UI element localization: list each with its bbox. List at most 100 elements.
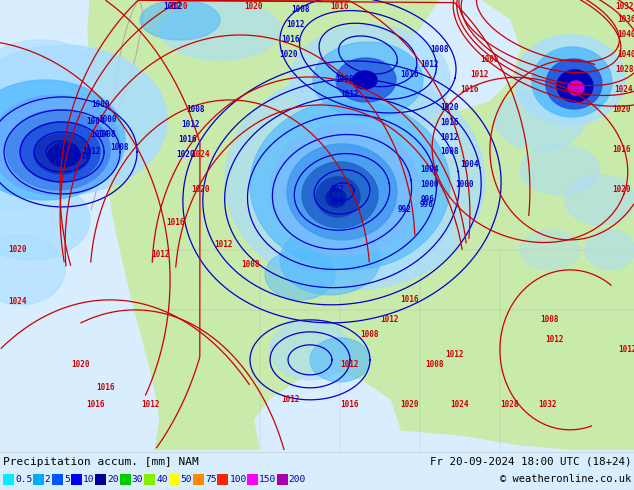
Text: 1024: 1024 [191, 150, 209, 159]
Text: 1000: 1000 [421, 180, 439, 190]
Polygon shape [316, 177, 360, 217]
Text: 1020: 1020 [169, 2, 187, 11]
Bar [3, 474, 14, 486]
Polygon shape [0, 95, 120, 195]
Text: 1020: 1020 [176, 150, 194, 159]
Polygon shape [6, 110, 110, 190]
Text: 40: 40 [156, 475, 168, 485]
Bar [95, 474, 107, 486]
Text: 30: 30 [132, 475, 143, 485]
Bar [276, 474, 288, 486]
Text: 1008: 1008 [430, 46, 448, 54]
Text: 1004: 1004 [86, 118, 105, 126]
Polygon shape [0, 180, 90, 260]
Polygon shape [20, 122, 100, 182]
Polygon shape [568, 81, 584, 95]
Polygon shape [520, 145, 600, 195]
Text: 1016: 1016 [612, 146, 630, 154]
Polygon shape [265, 250, 335, 300]
Bar [32, 474, 44, 486]
Text: 1016: 1016 [178, 135, 197, 145]
Text: © weatheronline.co.uk: © weatheronline.co.uk [500, 474, 631, 484]
Text: 1012: 1012 [340, 91, 359, 99]
Text: 1012: 1012 [82, 147, 101, 156]
Polygon shape [88, 0, 634, 450]
Polygon shape [546, 59, 602, 109]
Text: 100: 100 [230, 475, 247, 485]
Text: 1008: 1008 [186, 105, 204, 115]
Polygon shape [290, 25, 450, 135]
Text: 1016: 1016 [441, 119, 459, 127]
Polygon shape [0, 45, 167, 195]
Text: 1012: 1012 [286, 21, 304, 29]
Polygon shape [0, 150, 50, 210]
Text: 75: 75 [205, 475, 216, 485]
Polygon shape [250, 100, 450, 270]
Polygon shape [336, 58, 396, 102]
Polygon shape [160, 0, 280, 60]
Polygon shape [270, 320, 350, 380]
Polygon shape [565, 175, 634, 225]
Bar [247, 474, 258, 486]
Text: 1008: 1008 [425, 360, 444, 369]
Polygon shape [405, 125, 460, 170]
Text: 1020: 1020 [244, 2, 262, 11]
Text: 1012: 1012 [340, 360, 359, 369]
Text: 1036: 1036 [617, 16, 634, 24]
Text: 996: 996 [420, 200, 434, 209]
Text: 1028: 1028 [501, 400, 519, 409]
Text: 5: 5 [64, 475, 70, 485]
Text: 2: 2 [44, 475, 50, 485]
Text: 1008: 1008 [110, 144, 129, 152]
Text: 1016: 1016 [340, 400, 359, 409]
Text: 1012: 1012 [281, 395, 299, 404]
Polygon shape [225, 70, 485, 290]
Text: 1004: 1004 [421, 166, 439, 174]
Text: 1008: 1008 [441, 147, 459, 156]
Text: 1024: 1024 [451, 400, 469, 409]
Text: 1012: 1012 [441, 133, 459, 143]
Text: 1012: 1012 [618, 345, 634, 354]
Text: 1008: 1008 [541, 316, 559, 324]
Polygon shape [270, 125, 420, 255]
Bar [52, 474, 63, 486]
Polygon shape [313, 42, 423, 118]
Text: 1012: 1012 [446, 350, 464, 359]
Text: 1020: 1020 [8, 245, 27, 254]
Text: 20: 20 [107, 475, 119, 485]
Text: 1020: 1020 [441, 103, 459, 113]
Polygon shape [495, 90, 585, 150]
Text: 996: 996 [421, 196, 435, 204]
Text: 1020: 1020 [401, 400, 419, 409]
Text: 1012: 1012 [151, 250, 169, 259]
Text: 1012: 1012 [420, 60, 439, 70]
Text: 1016: 1016 [331, 2, 349, 11]
Text: 50: 50 [181, 475, 192, 485]
Text: 1016: 1016 [72, 152, 91, 161]
Polygon shape [0, 235, 65, 305]
Text: 1012: 1012 [214, 241, 232, 249]
Polygon shape [330, 200, 450, 280]
Text: 1020: 1020 [71, 360, 89, 369]
Text: 1012: 1012 [381, 316, 399, 324]
Polygon shape [155, 360, 260, 450]
Text: 1032: 1032 [615, 2, 633, 11]
Text: Precipitation accum. [mm] NAM: Precipitation accum. [mm] NAM [3, 457, 198, 467]
Polygon shape [585, 230, 634, 270]
Text: 1020: 1020 [612, 185, 630, 195]
Polygon shape [48, 143, 80, 167]
Text: 992: 992 [331, 185, 345, 195]
Text: 1016: 1016 [86, 400, 105, 409]
Text: 1012: 1012 [141, 400, 159, 409]
Text: 1008: 1008 [241, 260, 259, 270]
Bar [169, 474, 179, 486]
Text: 1008: 1008 [97, 130, 115, 140]
Text: 1040: 1040 [617, 30, 634, 40]
Text: 1020: 1020 [191, 185, 209, 195]
Bar [120, 474, 131, 486]
Polygon shape [0, 75, 35, 125]
Text: 1020: 1020 [279, 50, 297, 59]
Polygon shape [140, 0, 220, 40]
Polygon shape [34, 134, 90, 174]
Text: 1016: 1016 [281, 35, 299, 45]
